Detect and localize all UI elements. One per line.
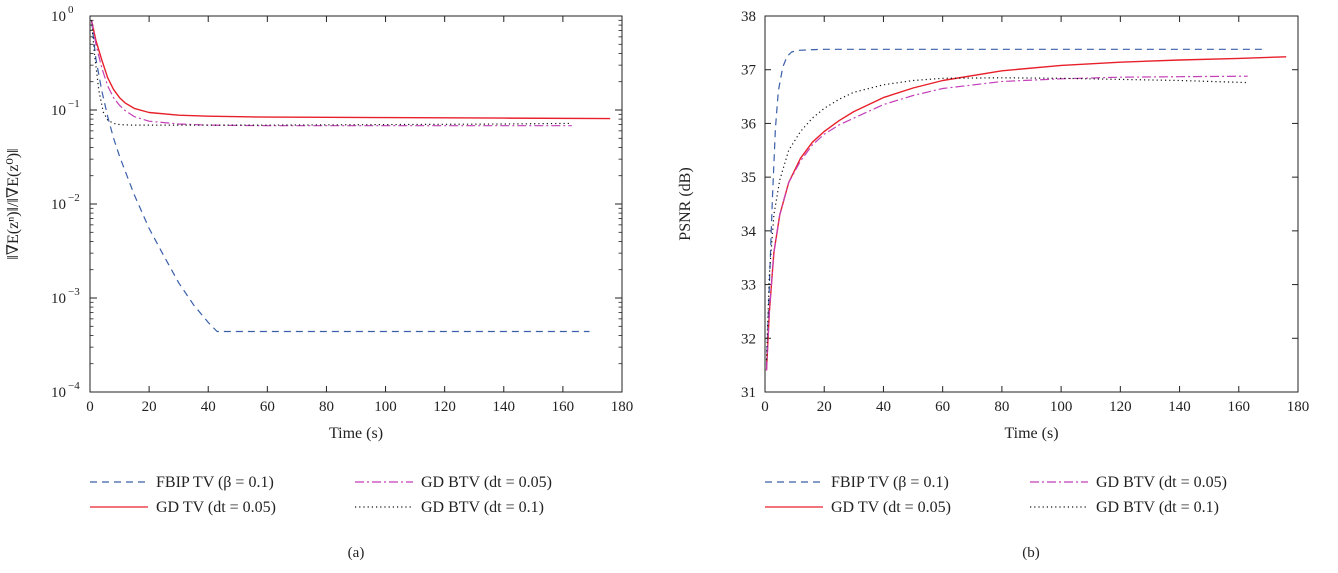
y-tick-exponent: −3 bbox=[68, 286, 80, 298]
x-tick-label: 100 bbox=[1050, 399, 1073, 415]
legend-label-1: FBIP TV (β = 0.1) bbox=[156, 474, 274, 491]
y-axis-label: PSNR (dB) bbox=[677, 167, 694, 240]
x-axis-label: Time (s) bbox=[329, 425, 383, 442]
x-tick-label: 140 bbox=[1168, 399, 1191, 415]
y-tick-exponent: −1 bbox=[68, 98, 80, 110]
legend-label-4: GD BTV (dt = 0.1) bbox=[421, 499, 544, 516]
x-tick-label: 180 bbox=[1287, 399, 1310, 415]
series-line-2 bbox=[90, 20, 611, 120]
legend-label-2: GD TV (dt = 0.05) bbox=[831, 499, 951, 516]
x-axis-label: Time (s) bbox=[1004, 425, 1058, 442]
panel-caption: (b) bbox=[1022, 545, 1040, 561]
x-tick-label: 0 bbox=[761, 399, 769, 415]
series-line-3 bbox=[90, 20, 572, 127]
series-line-2 bbox=[765, 56, 1287, 371]
x-tick-label: 40 bbox=[876, 399, 891, 415]
series-line-1 bbox=[765, 48, 1263, 366]
y-tick-label: 10 bbox=[51, 9, 66, 25]
y-tick-label: 10 bbox=[51, 385, 66, 401]
x-tick-label: 40 bbox=[201, 399, 216, 415]
x-tick-label: 60 bbox=[260, 399, 275, 415]
series-line-1 bbox=[90, 20, 590, 333]
y-tick-label: 34 bbox=[741, 224, 757, 240]
x-tick-label: 100 bbox=[374, 399, 397, 415]
plot-frame bbox=[89, 15, 623, 393]
panel-caption: (a) bbox=[348, 545, 365, 561]
y-tick-exponent: −4 bbox=[68, 380, 80, 392]
x-tick-label: 140 bbox=[493, 399, 516, 415]
x-tick-label: 20 bbox=[142, 399, 157, 415]
series-line-4 bbox=[90, 20, 572, 126]
y-tick-exponent: −2 bbox=[68, 192, 80, 204]
y-tick-exponent: 0 bbox=[68, 4, 74, 16]
y-tick-label: 31 bbox=[741, 385, 756, 401]
x-tick-label: 120 bbox=[433, 399, 456, 415]
series-line-3 bbox=[765, 75, 1248, 371]
y-tick-label: 38 bbox=[741, 9, 756, 25]
x-tick-label: 160 bbox=[1228, 399, 1251, 415]
x-tick-label: 60 bbox=[935, 399, 950, 415]
plot-frame bbox=[764, 15, 1299, 393]
y-tick-label: 10 bbox=[51, 291, 66, 307]
x-tick-label: 20 bbox=[817, 399, 832, 415]
x-tick-label: 80 bbox=[319, 399, 334, 415]
x-tick-label: 160 bbox=[552, 399, 575, 415]
y-axis-label: ‖∇E(zⁿ)‖/‖∇E(z⁰)‖ bbox=[5, 148, 22, 259]
legend-label-4: GD BTV (dt = 0.1) bbox=[1096, 499, 1219, 516]
y-tick-label: 37 bbox=[741, 63, 757, 79]
x-tick-label: 0 bbox=[86, 399, 94, 415]
y-tick-label: 10 bbox=[51, 103, 66, 119]
legend-label-3: GD BTV (dt = 0.05) bbox=[1096, 474, 1227, 491]
y-tick-label: 35 bbox=[741, 170, 756, 186]
y-tick-label: 33 bbox=[741, 278, 756, 294]
y-tick-label: 32 bbox=[741, 331, 756, 347]
x-tick-label: 120 bbox=[1109, 399, 1132, 415]
x-tick-label: 180 bbox=[611, 399, 634, 415]
x-tick-label: 80 bbox=[994, 399, 1009, 415]
legend-label-1: FBIP TV (β = 0.1) bbox=[831, 474, 949, 491]
chart-panel-b: 0 20 40 60 80 100 120 140 160 180 31 32 33 34 35 36 37 38… bbox=[677, 9, 1309, 561]
legend-label-2: GD TV (dt = 0.05) bbox=[156, 499, 276, 516]
y-tick-label: 10 bbox=[51, 197, 66, 213]
legend-label-3: GD BTV (dt = 0.05) bbox=[421, 474, 552, 491]
y-tick-label: 36 bbox=[741, 116, 757, 132]
